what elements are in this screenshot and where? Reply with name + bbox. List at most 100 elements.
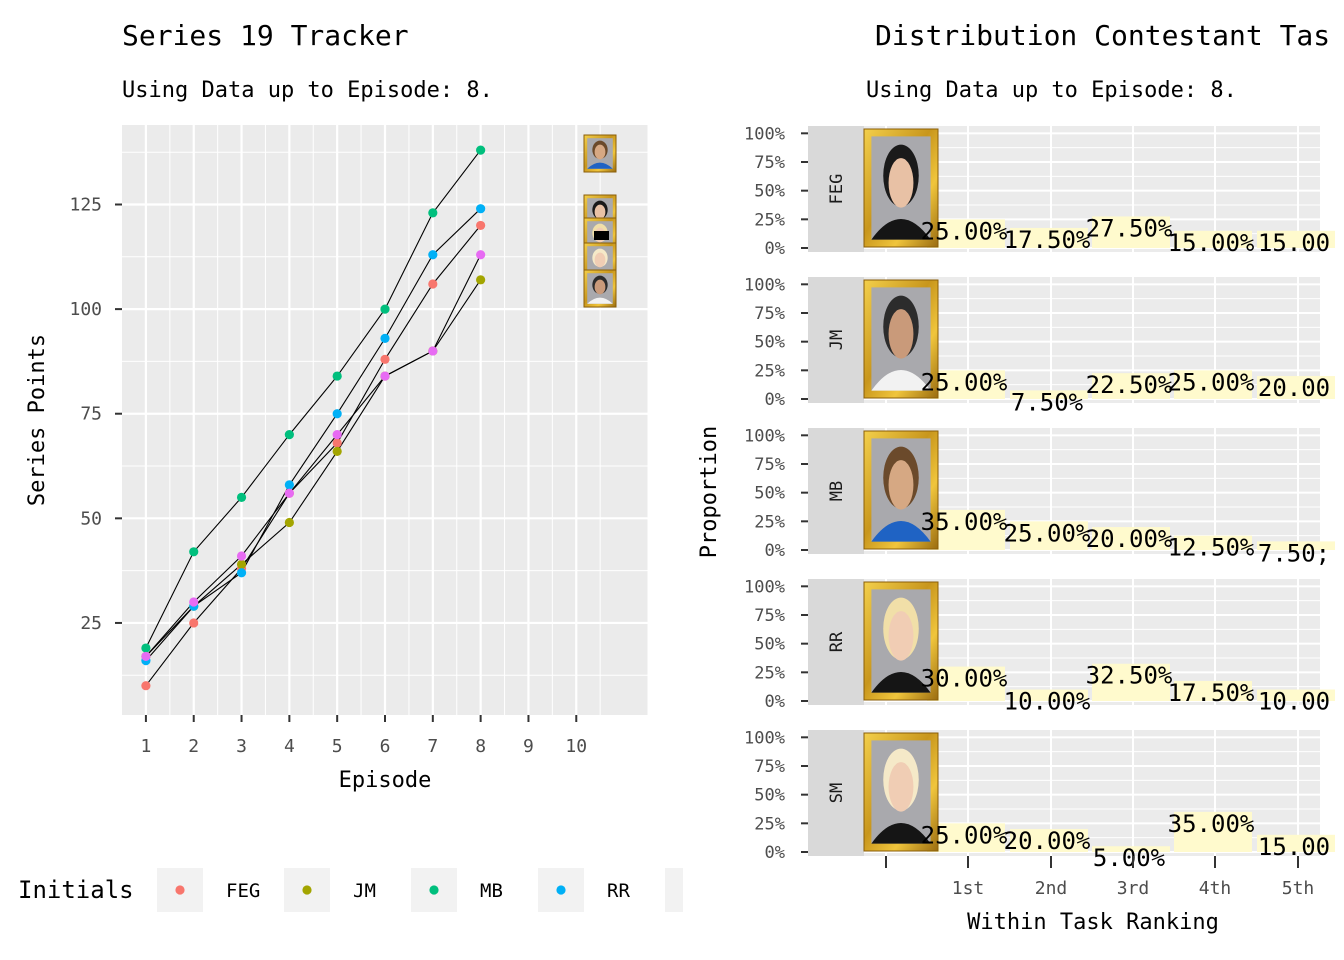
bar-value-label: 7.50%: [1011, 388, 1084, 416]
point-sm: [284, 488, 294, 498]
bar: [927, 370, 1005, 399]
point-feg: [476, 220, 486, 231]
x-tick-label: 1: [140, 736, 151, 757]
y-tick-label: 100%: [744, 728, 785, 748]
bar: [1174, 370, 1252, 399]
y-tick-label: 25: [80, 613, 102, 634]
portrait-jm: [583, 269, 617, 308]
bar-value-label: 25.00%: [921, 821, 1008, 849]
y-tick-label: 25%: [754, 512, 785, 532]
bar: [1092, 663, 1170, 701]
portrait-jm-face: [594, 279, 606, 295]
point-feg: [380, 354, 390, 364]
point-feg: [428, 279, 438, 289]
bar-value-label: 27.50%: [1086, 214, 1173, 242]
x-tick-label: 4th: [1199, 878, 1232, 899]
point-sm: [141, 651, 151, 662]
bar-value-label: 25.00%: [1168, 368, 1255, 396]
bar: [1010, 521, 1088, 550]
legend: FEG JM MB RR: [157, 868, 683, 912]
bar-value-label: 30.00%: [921, 665, 1008, 693]
y-tick-label: 25%: [754, 814, 785, 834]
bar-value-label: 12.50%: [1168, 534, 1255, 562]
x-tick-label: 4: [284, 736, 295, 757]
tracker-x-axis-label: Episode: [339, 768, 432, 793]
facet-strip: [808, 277, 864, 403]
bar: [1257, 376, 1335, 399]
tracker-lines: [145, 149, 482, 687]
bar: [1092, 373, 1170, 399]
bar-value-label: 25.00%: [1004, 519, 1091, 547]
point-mb: [236, 492, 247, 503]
bar: [1010, 390, 1088, 399]
tracker-subtitle: Using Data up to Episode: 8.: [122, 78, 493, 103]
x-tick-label: 5th: [1282, 878, 1315, 899]
facet-strip-label: JM: [827, 330, 847, 350]
facet-portrait-face: [888, 460, 914, 510]
y-tick-label: 100: [69, 299, 102, 320]
point-sm: [428, 346, 438, 356]
y-tick-label: 100%: [744, 275, 785, 295]
facet-portrait-face: [888, 762, 914, 812]
bar: [1174, 811, 1252, 852]
bar: [1257, 230, 1335, 248]
facet-strip: [808, 126, 864, 252]
y-tick-label: 0%: [765, 843, 785, 863]
facet-portrait-face: [888, 611, 914, 661]
tracker-grid: [122, 125, 649, 715]
point-jm: [284, 517, 294, 528]
tracker-axes: 1 2 3 4 5 6 7 8 9 10 25 50 75 100 125: [69, 195, 587, 757]
point-rr: [380, 333, 390, 344]
facet-portrait: [863, 430, 939, 550]
y-tick-label: 50%: [754, 484, 785, 504]
point-mb: [141, 643, 151, 653]
facet-portrait: [863, 279, 939, 399]
bar-value-label: 20.00: [1258, 374, 1330, 402]
x-tick-label: 8: [475, 736, 486, 757]
y-tick-label: 25%: [754, 361, 785, 381]
distribution-y-axis-label: Proportion: [697, 426, 722, 558]
bar-value-label: 25.00%: [921, 368, 1008, 396]
y-tick-label: 75: [80, 404, 102, 425]
bar-value-label: 15.00: [1258, 229, 1330, 257]
x-tick-label: 6: [380, 736, 391, 757]
bar: [1092, 846, 1170, 852]
point-feg: [189, 618, 199, 628]
bar-value-label: 35.00%: [1168, 810, 1255, 838]
point-feg: [332, 438, 342, 448]
legend-item-rr: RR: [538, 868, 630, 912]
bar-value-label: 20.00%: [1004, 827, 1091, 855]
bar-value-label: 20.00%: [1086, 525, 1173, 553]
y-tick-label: 75%: [754, 455, 785, 475]
bar-value-label: 10.00: [1258, 688, 1330, 716]
tracker-title: Series 19 Tracker: [122, 19, 409, 52]
distribution-x-axis: 1st 2nd 3rd 4th 5th: [885, 856, 1315, 899]
portrait-jm-body: [587, 297, 613, 304]
bar-value-label: 22.50%: [1086, 371, 1173, 399]
series-line-rr: [145, 208, 481, 661]
tracker-y-axis-label: Series Points: [25, 334, 50, 506]
facet-strip-label: RR: [827, 631, 847, 652]
bar: [1010, 689, 1088, 701]
series-line-mb: [145, 149, 482, 649]
bar: [1092, 527, 1170, 550]
tracker-portraits: [583, 134, 617, 308]
y-tick-label: 50%: [754, 182, 785, 202]
y-tick-label: 50%: [754, 635, 785, 655]
bar-value-label: 7.50;: [1258, 539, 1330, 567]
facet-portrait-body: [871, 218, 931, 240]
portrait-sm-face: [594, 252, 606, 268]
facet-jm: 0%25%50%75%100%JM25.00%7.50%22.50%25.00%…: [744, 275, 1335, 416]
y-tick-label: 50%: [754, 786, 785, 806]
point-rr: [476, 204, 486, 214]
point-feg: [141, 681, 151, 691]
bar: [927, 666, 1005, 701]
bar-value-label: 15.00: [1258, 833, 1330, 861]
y-tick-label: 125: [69, 195, 102, 216]
bar: [927, 823, 1005, 852]
facet-strip-label: MB: [827, 481, 847, 501]
point-jm: [236, 559, 247, 569]
facet-strip: [808, 428, 864, 554]
portrait-mb-face: [594, 144, 606, 160]
bar: [1010, 227, 1088, 248]
